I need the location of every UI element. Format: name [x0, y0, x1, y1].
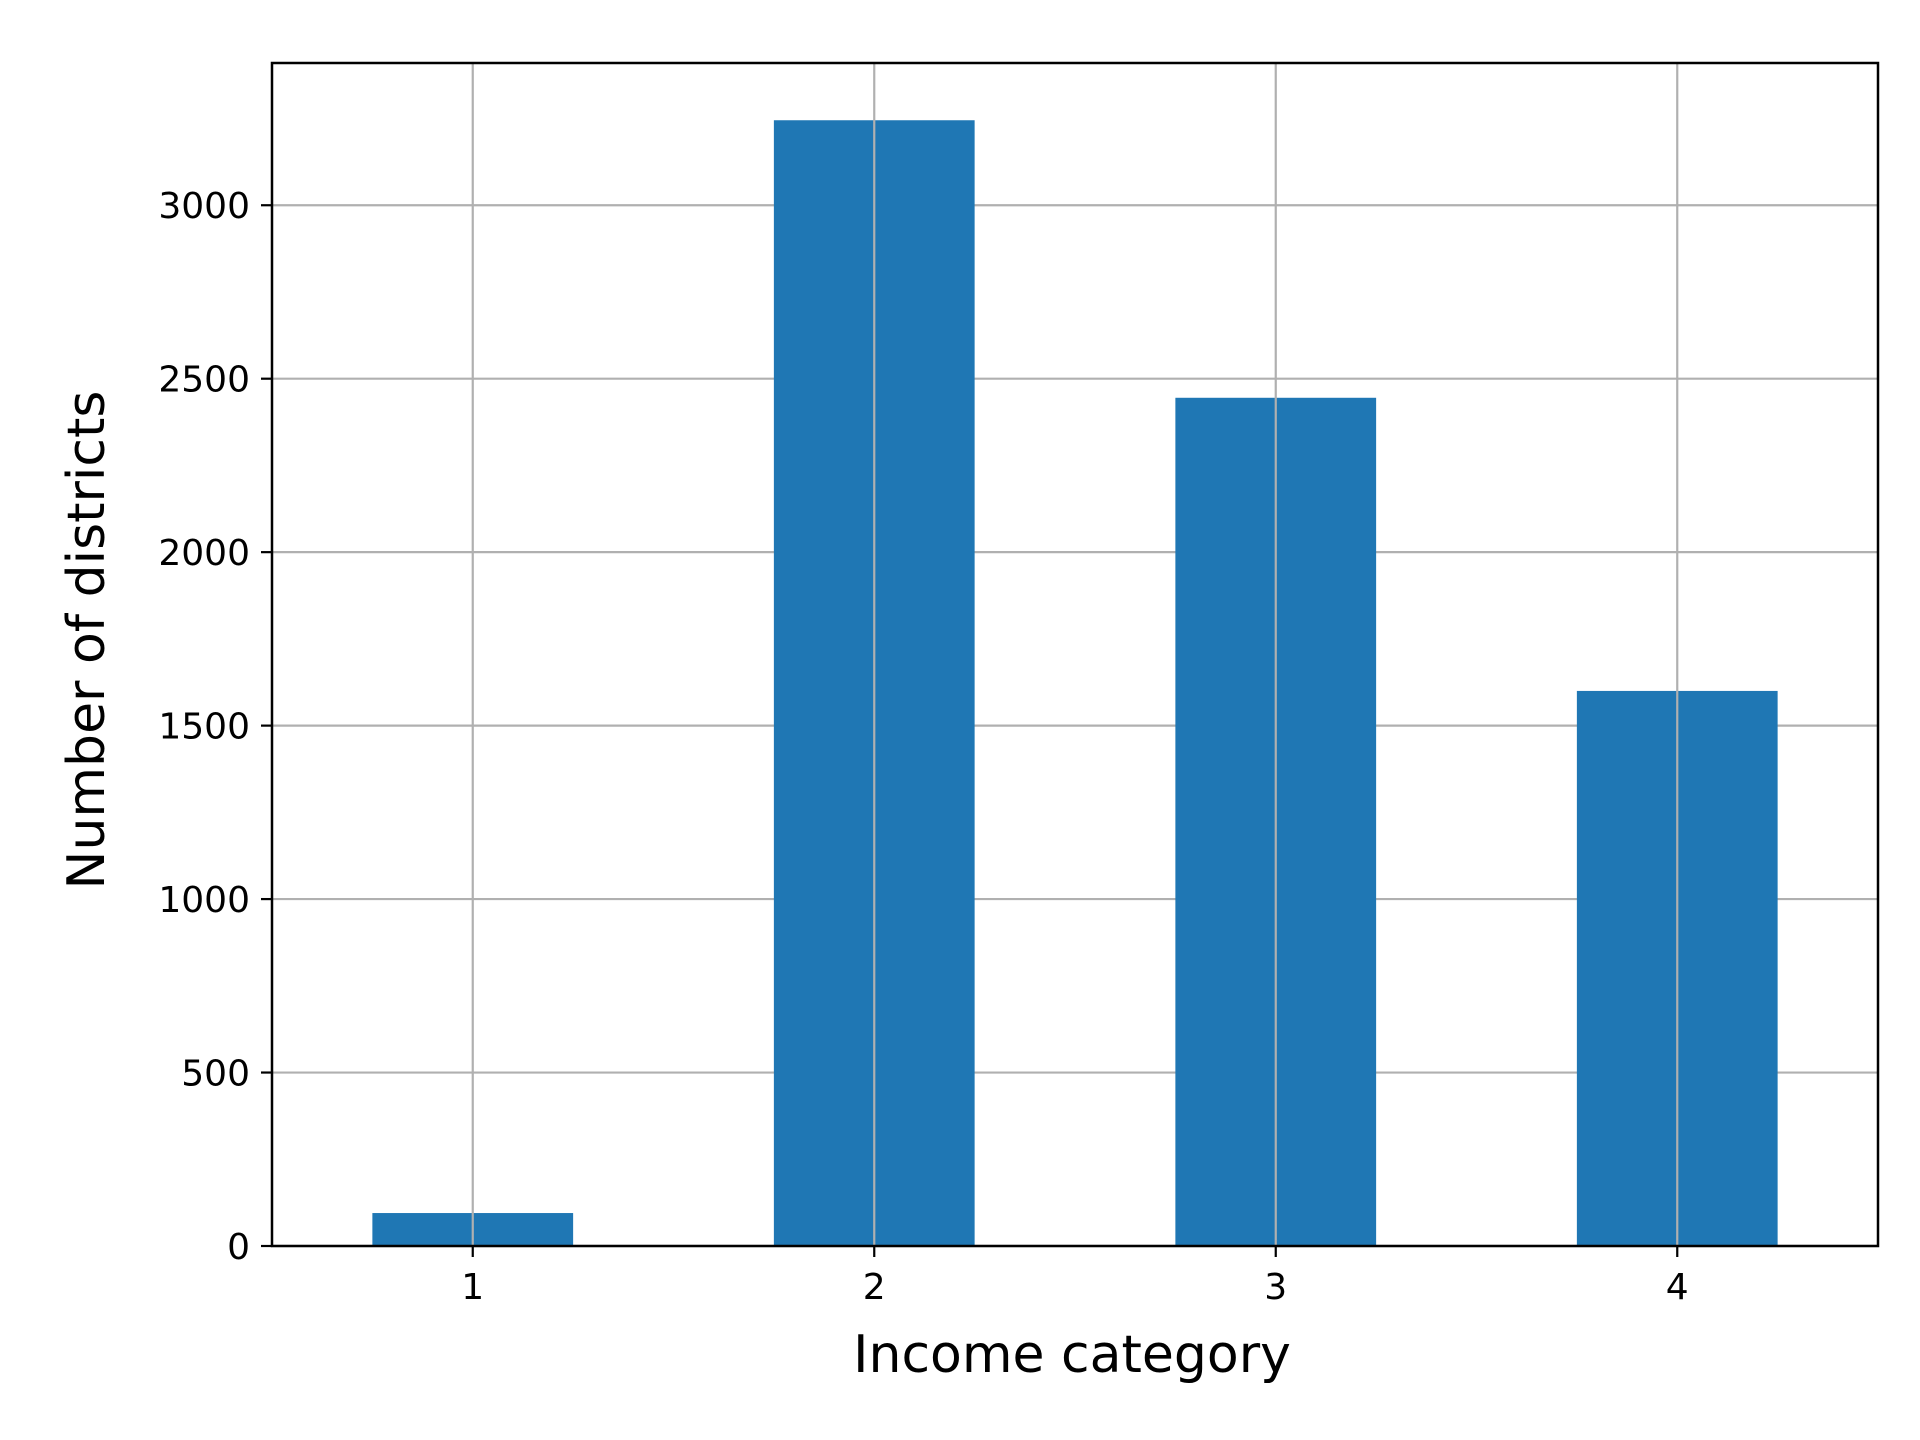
x-grid-lines: [471, 63, 1679, 1246]
x-tick-label: 3: [1264, 1267, 1287, 1308]
y-axis-ticks: 0 500 1000 1500 2000 2500 3000: [158, 186, 272, 1268]
y-tick-label: 2000: [158, 533, 250, 574]
x-axis-ticks: 1 2 3 4: [461, 1246, 1689, 1308]
y-tick-label: 1500: [158, 707, 250, 748]
y-tick-label: 500: [181, 1054, 250, 1095]
y-tick-label: 1000: [158, 880, 250, 921]
y-tick-label: 3000: [158, 186, 250, 227]
plot-area: 1 2 3 4 0 500 1000 1500 2000 2500 3000: [158, 61, 1880, 1308]
y-tick-label: 0: [227, 1227, 250, 1268]
x-tick-label: 1: [461, 1267, 484, 1308]
x-tick-label: 2: [863, 1267, 886, 1308]
y-axis-title: Number of districts: [57, 391, 117, 890]
x-tick-label: 4: [1666, 1267, 1689, 1308]
plot-frame: [270, 61, 1880, 1248]
y-tick-label: 2500: [158, 360, 250, 401]
x-axis-title: Income category: [853, 1325, 1291, 1385]
